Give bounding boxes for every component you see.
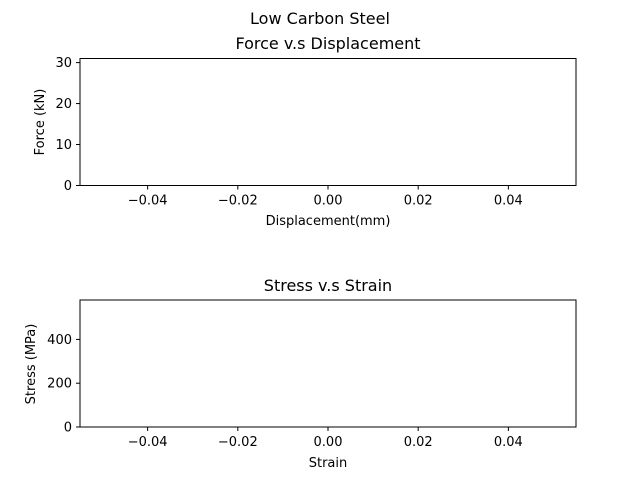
x-axis-ticks: −0.04 −0.02 0.00 0.02 0.04 (128, 427, 523, 450)
plot-area (79, 58, 577, 186)
y-tick-label: 20 (55, 97, 72, 112)
x-tick-label: −0.04 (128, 435, 168, 450)
chart-force-displacement: Force v.s Displacement −0.04 −0.02 0.00 0.0… (33, 34, 577, 229)
y-tick-label: 30 (55, 56, 72, 71)
y-tick-label: 0 (64, 421, 72, 436)
y-tick-label: 0 (64, 179, 72, 194)
chart-stress-strain: Stress v.s Strain −0.04 −0.02 0.00 0.02 0.04… (24, 276, 577, 471)
y-tick-label: 200 (47, 377, 72, 392)
x-tick-label: −0.02 (218, 194, 258, 209)
y-axis-label: Force (kN) (33, 89, 48, 156)
x-tick-label: −0.04 (128, 194, 168, 209)
x-axis-ticks: −0.04 −0.02 0.00 0.02 0.04 (128, 185, 523, 209)
figure-suptitle: Low Carbon Steel (250, 9, 390, 28)
x-tick-label: −0.02 (218, 435, 258, 450)
y-axis-ticks: 0 10 20 30 (55, 56, 80, 194)
y-tick-label: 10 (55, 138, 72, 153)
x-axis-label: Displacement(mm) (266, 214, 391, 229)
y-axis-label: Stress (MPa) (24, 324, 39, 405)
x-tick-label: 0.04 (494, 435, 523, 450)
x-tick-label: 0.02 (404, 435, 433, 450)
chart-title: Stress v.s Strain (264, 276, 392, 295)
chart-title: Force v.s Displacement (235, 34, 420, 53)
x-tick-label: 0.00 (314, 194, 343, 209)
x-tick-label: 0.02 (404, 194, 433, 209)
x-tick-label: 0.04 (494, 194, 523, 209)
plot-area (79, 299, 577, 428)
y-axis-ticks: 0 200 400 (47, 333, 80, 436)
x-axis-label: Strain (309, 456, 348, 471)
y-tick-label: 400 (47, 333, 72, 348)
x-tick-label: 0.00 (314, 435, 343, 450)
